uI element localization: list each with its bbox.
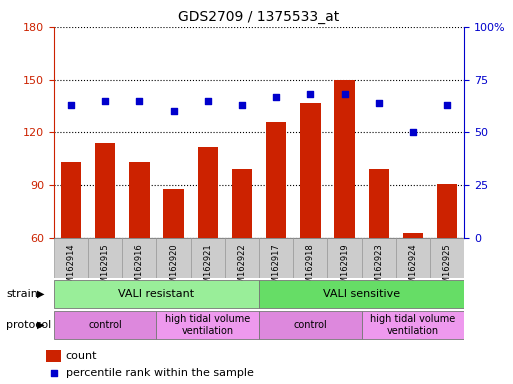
- Bar: [300, 103, 321, 344]
- FancyBboxPatch shape: [362, 238, 396, 278]
- Point: [306, 91, 314, 98]
- FancyBboxPatch shape: [54, 311, 156, 339]
- Bar: [163, 189, 184, 344]
- Bar: [266, 122, 286, 344]
- FancyBboxPatch shape: [327, 238, 362, 278]
- FancyBboxPatch shape: [156, 238, 191, 278]
- Bar: [232, 169, 252, 344]
- FancyBboxPatch shape: [225, 238, 259, 278]
- FancyBboxPatch shape: [396, 238, 430, 278]
- FancyBboxPatch shape: [54, 280, 259, 308]
- Title: GDS2709 / 1375533_at: GDS2709 / 1375533_at: [179, 10, 340, 25]
- FancyBboxPatch shape: [54, 238, 88, 278]
- Text: protocol: protocol: [6, 320, 51, 330]
- FancyBboxPatch shape: [430, 238, 464, 278]
- FancyBboxPatch shape: [259, 280, 464, 308]
- Bar: [403, 233, 423, 344]
- Point: [67, 102, 75, 108]
- FancyBboxPatch shape: [122, 238, 156, 278]
- FancyBboxPatch shape: [88, 238, 122, 278]
- Text: count: count: [66, 351, 97, 361]
- Bar: [368, 169, 389, 344]
- Text: GSM162919: GSM162919: [340, 243, 349, 293]
- Bar: [95, 143, 115, 344]
- Text: GSM162918: GSM162918: [306, 243, 315, 294]
- Point: [50, 369, 58, 376]
- Text: GSM162923: GSM162923: [374, 243, 383, 294]
- Point: [341, 91, 349, 98]
- FancyBboxPatch shape: [259, 311, 362, 339]
- Text: GSM162915: GSM162915: [101, 243, 110, 293]
- Text: ▶: ▶: [37, 320, 45, 330]
- Point: [409, 129, 417, 136]
- Text: control: control: [88, 320, 122, 330]
- Point: [169, 108, 177, 114]
- Text: GSM162922: GSM162922: [238, 243, 246, 293]
- Point: [443, 102, 451, 108]
- Text: high tidal volume
ventilation: high tidal volume ventilation: [370, 314, 456, 336]
- Text: GSM162914: GSM162914: [67, 243, 75, 293]
- FancyBboxPatch shape: [293, 238, 327, 278]
- Text: control: control: [293, 320, 327, 330]
- Point: [238, 102, 246, 108]
- FancyBboxPatch shape: [156, 311, 259, 339]
- Text: GSM162925: GSM162925: [443, 243, 451, 293]
- FancyBboxPatch shape: [191, 238, 225, 278]
- Bar: [437, 184, 458, 344]
- Bar: [334, 80, 355, 344]
- Text: high tidal volume
ventilation: high tidal volume ventilation: [165, 314, 250, 336]
- FancyBboxPatch shape: [362, 311, 464, 339]
- Text: GSM162921: GSM162921: [203, 243, 212, 293]
- Text: VALI sensitive: VALI sensitive: [323, 289, 400, 299]
- Text: GSM162924: GSM162924: [408, 243, 418, 293]
- Text: percentile rank within the sample: percentile rank within the sample: [66, 367, 254, 377]
- Text: ▶: ▶: [37, 289, 45, 299]
- Point: [135, 98, 144, 104]
- Text: GSM162917: GSM162917: [272, 243, 281, 294]
- Text: strain: strain: [6, 289, 38, 299]
- Bar: [61, 162, 81, 344]
- Point: [374, 100, 383, 106]
- Point: [101, 98, 109, 104]
- Point: [272, 93, 280, 99]
- Text: GSM162920: GSM162920: [169, 243, 178, 293]
- Bar: [46, 350, 62, 362]
- Text: GSM162916: GSM162916: [135, 243, 144, 294]
- Bar: [129, 162, 150, 344]
- Bar: [198, 147, 218, 344]
- FancyBboxPatch shape: [259, 238, 293, 278]
- Point: [204, 98, 212, 104]
- Text: VALI resistant: VALI resistant: [119, 289, 194, 299]
